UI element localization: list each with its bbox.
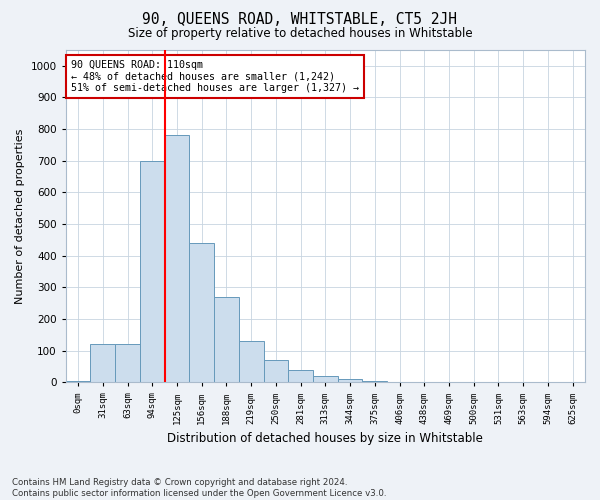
Bar [190, 243, 214, 382]
Bar [66, 381, 91, 382]
X-axis label: Distribution of detached houses by size in Whitstable: Distribution of detached houses by size … [167, 432, 483, 445]
Text: 90 QUEENS ROAD: 110sqm
← 48% of detached houses are smaller (1,242)
51% of semi-: 90 QUEENS ROAD: 110sqm ← 48% of detached… [71, 60, 359, 93]
Bar [140, 161, 164, 382]
Text: Size of property relative to detached houses in Whitstable: Size of property relative to detached ho… [128, 28, 472, 40]
Bar [91, 344, 115, 383]
Text: 90, QUEENS ROAD, WHITSTABLE, CT5 2JH: 90, QUEENS ROAD, WHITSTABLE, CT5 2JH [143, 12, 458, 28]
Bar [214, 297, 239, 382]
Bar [338, 379, 362, 382]
Bar [115, 344, 140, 383]
Bar [239, 341, 263, 382]
Y-axis label: Number of detached properties: Number of detached properties [15, 128, 25, 304]
Text: Contains HM Land Registry data © Crown copyright and database right 2024.
Contai: Contains HM Land Registry data © Crown c… [12, 478, 386, 498]
Bar [313, 376, 338, 382]
Bar [362, 381, 387, 382]
Bar [164, 136, 190, 382]
Bar [288, 370, 313, 382]
Bar [263, 360, 288, 382]
